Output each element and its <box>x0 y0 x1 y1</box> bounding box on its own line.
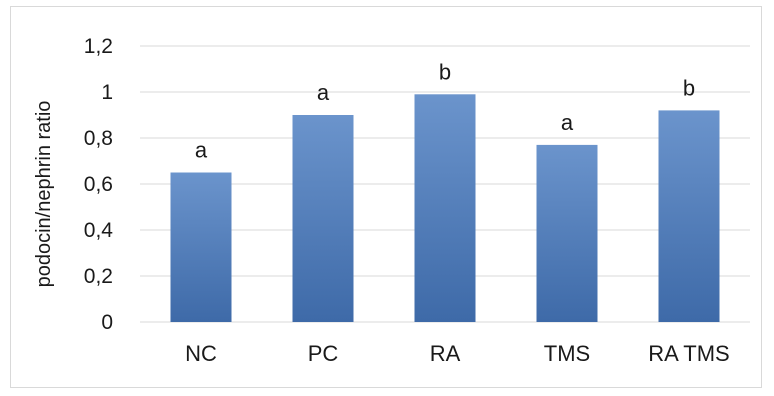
chart-frame <box>10 6 762 388</box>
data-label: a <box>195 138 208 163</box>
y-tick-label: 1 <box>101 81 113 104</box>
y-axis-label: podocin/nephrin ratio <box>33 101 55 288</box>
data-label: a <box>561 110 574 135</box>
bar-pc <box>292 115 354 322</box>
bar-ra-tms <box>658 110 720 323</box>
y-tick-label: 0,4 <box>84 219 114 242</box>
data-label: b <box>683 75 695 100</box>
y-tick-labels: 0 0,2 0,4 0,6 0,8 1 1,2 <box>84 35 114 334</box>
y-tick-label: 0,2 <box>84 265 113 288</box>
x-tick-label: NC <box>185 341 217 366</box>
y-tick-label: 0 <box>101 311 113 334</box>
x-tick-label: TMS <box>544 341 590 366</box>
y-tick-label: 0,8 <box>84 127 113 150</box>
x-tick-labels: NC PC RA TMS RA TMS <box>185 341 730 366</box>
data-label: a <box>317 80 330 105</box>
x-tick-label: RA TMS <box>648 341 730 366</box>
bar-ra <box>414 94 476 322</box>
data-label: b <box>439 59 451 84</box>
x-tick-label: RA <box>430 341 461 366</box>
bar-nc <box>170 172 232 322</box>
y-tick-label: 0,6 <box>84 173 113 196</box>
bars: a a b a b <box>170 59 720 323</box>
x-tick-label: PC <box>308 341 339 366</box>
y-tick-label: 1,2 <box>84 35 113 58</box>
bar-tms <box>536 144 598 322</box>
